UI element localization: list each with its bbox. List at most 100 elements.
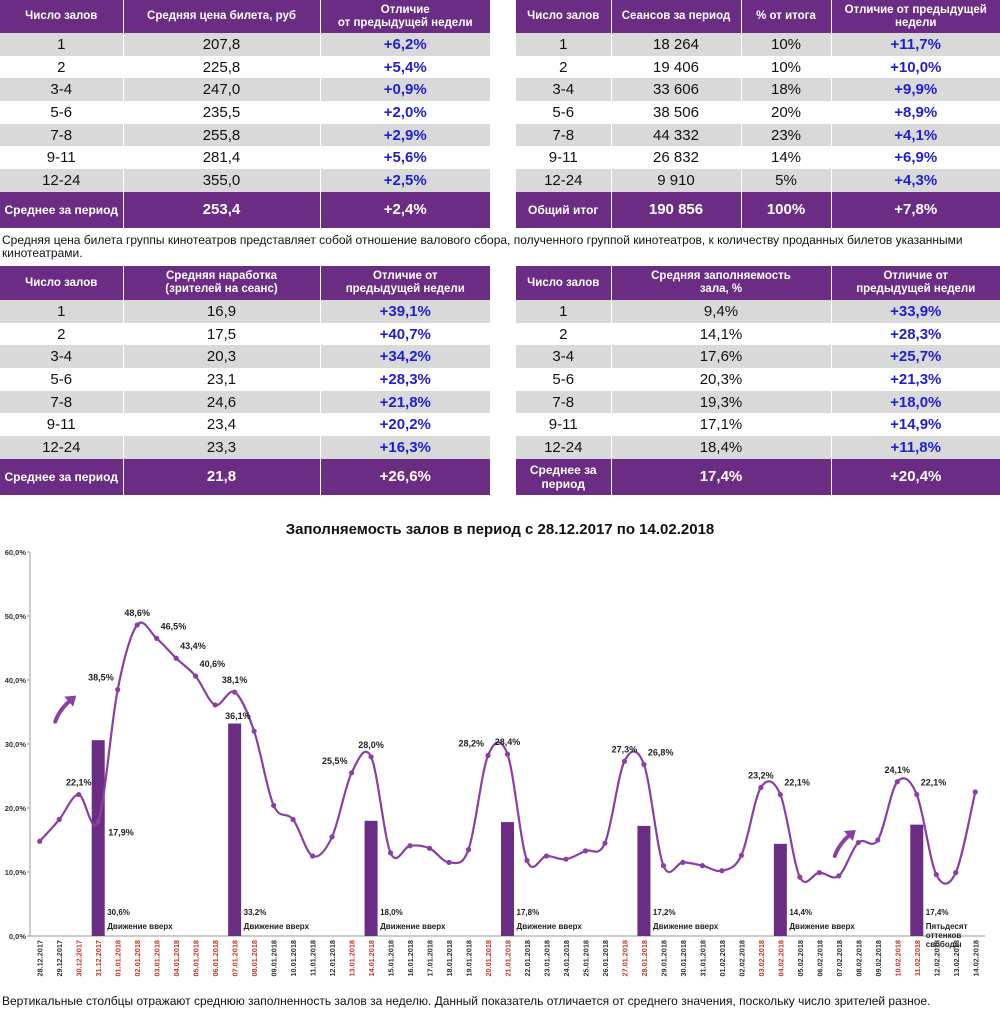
y-tick-label: 0,0% (9, 932, 26, 941)
x-tick-label: 10.01.2018 (289, 940, 298, 977)
x-tick-label: 29.12.2017 (55, 940, 64, 977)
audience-table: Число залов Средняя наработка (зрителей … (0, 266, 490, 495)
data-point (193, 673, 199, 679)
value-cell: 247,0 (123, 78, 321, 102)
change-cell: +6,2% (320, 33, 490, 56)
bar-caption: Движение вверх (244, 922, 310, 931)
occupancy-table: Число залов Средняя заполняемость зала, … (516, 266, 1000, 495)
x-tick-label: 15.01.2018 (387, 940, 396, 977)
table-row: 5-6 38 506 20% +8,9% (516, 101, 1000, 124)
value-cell: 23,1 (123, 368, 321, 391)
total-label: Среднее за период (0, 191, 124, 228)
x-tick-label: 06.01.2018 (211, 940, 220, 977)
x-tick-label: 18.01.2018 (445, 940, 454, 977)
data-point (407, 843, 413, 849)
value-cell: 16,9 (123, 300, 321, 323)
halls-cell: 1 (516, 300, 612, 323)
table-row: 12-24 23,3 +16,3% (0, 436, 490, 459)
value-cell: 20,3 (123, 345, 321, 369)
y-tick-label: 60,0% (5, 548, 27, 557)
data-point (465, 847, 472, 853)
x-tick-label: 01.02.2018 (718, 940, 727, 977)
data-point (641, 761, 647, 768)
chart-note: Вертикальные столбцы отражают среднюю за… (2, 994, 931, 1008)
table-row: 2 17,5 +40,7% (0, 322, 490, 346)
table-body: 1 18 264 10% +11,7% 2 19 406 10% +10,0% 3-4 33 60… (516, 33, 1000, 228)
data-point (719, 868, 725, 874)
change-cell: +0,9% (320, 78, 490, 102)
change-cell: +21,8% (320, 390, 490, 414)
value-cell: 23% (741, 123, 832, 147)
halls-cell: 1 (0, 33, 124, 56)
table-row: 1 9,4% +33,9% (516, 300, 1000, 323)
x-tick-label: 08.01.2018 (250, 940, 259, 977)
data-point (173, 655, 179, 661)
weekly-bar (773, 843, 787, 936)
bar-caption: Движение вверх (380, 922, 446, 931)
data-point (699, 863, 705, 869)
data-point (816, 870, 822, 876)
data-point (582, 848, 589, 854)
value-cell: 26 832 (611, 146, 742, 170)
total-row: Среднее за период 21,8 +26,6% (0, 458, 490, 495)
halls-cell: 2 (0, 55, 124, 79)
x-tick-label: 11.01.2018 (309, 940, 318, 976)
data-point (894, 779, 900, 785)
col-header: Число залов (516, 266, 612, 300)
value-cell: 20,3% (611, 368, 832, 391)
change-cell: +5,4% (320, 55, 490, 79)
halls-cell: 7-8 (0, 390, 124, 414)
occupancy-chart: Заполняемость залов в период с 28.12.201… (5, 521, 985, 977)
bar-value-label: 17,4% (926, 908, 949, 917)
data-point (329, 834, 335, 840)
x-tick-label: 14.02.2018 (971, 940, 980, 977)
total-value: +26,6% (320, 458, 490, 495)
halls-cell: 2 (516, 55, 612, 79)
change-cell: +21,3% (831, 368, 1000, 391)
x-tick-label: 28.12.2017 (36, 940, 45, 977)
data-point (933, 871, 939, 878)
value-cell: 19 406 (611, 55, 742, 79)
x-tick-label: 10.02.2018 (893, 940, 902, 977)
data-point (76, 791, 82, 798)
halls-cell: 3-4 (516, 345, 612, 369)
halls-cell: 1 (516, 33, 612, 56)
point-value-label: 38,1% (222, 675, 248, 685)
value-cell: 225,8 (123, 55, 321, 79)
x-tick-label: 27.01.2018 (620, 940, 629, 977)
point-value-label: 22,1% (921, 778, 947, 788)
value-cell: 255,8 (123, 123, 321, 147)
data-point (134, 622, 140, 628)
col-header: Средняя наработка (зрителей на сеанс) (123, 266, 321, 300)
data-point (602, 840, 608, 846)
value-cell: 9 910 (611, 169, 742, 192)
data-point (212, 702, 218, 708)
x-tick-label: 12.02.2018 (932, 940, 941, 977)
halls-cell: 7-8 (516, 123, 612, 147)
x-tick-label: 26.01.2018 (601, 940, 610, 977)
x-tick-label: 04.01.2018 (172, 940, 181, 977)
halls-cell: 9-11 (0, 413, 124, 437)
halls-cell: 3-4 (0, 78, 124, 102)
halls-cell: 12-24 (0, 169, 124, 192)
table-row: 7-8 24,6 +21,8% (0, 390, 490, 414)
x-tick-label: 04.02.2018 (776, 940, 785, 977)
value-cell: 19,3% (611, 390, 832, 414)
halls-cell: 3-4 (0, 345, 124, 369)
data-point (387, 850, 394, 856)
x-tick-label: 22.01.2018 (523, 940, 532, 977)
trend-arrow-head (843, 830, 856, 841)
y-tick-label: 30,0% (5, 740, 27, 749)
data-point (660, 863, 667, 869)
data-point (232, 689, 238, 695)
point-value-label: 36,1% (225, 711, 251, 721)
value-cell: 5% (741, 169, 832, 192)
x-tick-label: 30.12.2017 (75, 940, 84, 977)
data-point (56, 816, 62, 823)
change-cell: +25,7% (831, 345, 1000, 369)
table-row: 2 225,8 +5,4% (0, 55, 490, 79)
halls-cell: 12-24 (0, 436, 124, 459)
point-value-label: 48,6% (124, 608, 150, 618)
halls-cell: 2 (0, 322, 124, 346)
table-body: 1 207,8 +6,2% 2 225,8 +5,4% 3-4 247,0 +0,9% 5-6 23… (0, 33, 490, 228)
